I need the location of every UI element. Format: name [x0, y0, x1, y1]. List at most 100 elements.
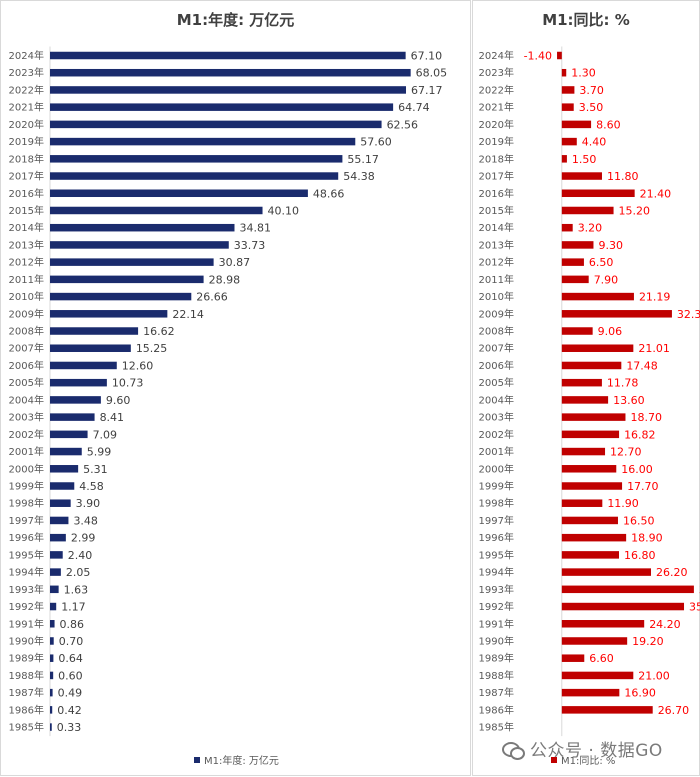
bar: [561, 585, 694, 594]
data-label: 67.10: [411, 50, 443, 63]
chart-legend: M1:年度: 万亿元: [194, 752, 279, 767]
category-tick-label: 1985年: [479, 721, 514, 734]
category-tick-label: 1994年: [479, 566, 514, 579]
category-tick-label: 1987年: [479, 686, 514, 699]
data-label: -1.40: [524, 50, 552, 63]
data-label: 33.73: [234, 239, 265, 252]
bar: [50, 533, 66, 542]
data-label: 1.17: [61, 601, 86, 614]
data-label: 0.33: [57, 721, 82, 734]
bar: [561, 447, 606, 456]
legend-label: M1:年度: 万亿元: [204, 756, 279, 767]
category-tick-label: 2002年: [9, 428, 44, 441]
category-tick-label: 2024年: [479, 49, 514, 62]
bar: [561, 706, 653, 714]
bar: [50, 671, 54, 680]
data-label: 26.70: [658, 704, 690, 717]
category-tick-label: 2011年: [479, 273, 514, 286]
m1-yoy-bar-chart: 2024年 -1.40 2023年 1.30 2022年 3.70 2021年 3.50 202…: [479, 46, 700, 737]
bar: [561, 378, 602, 387]
category-tick-label: 2020年: [9, 118, 44, 131]
category-tick-label: 1995年: [9, 548, 44, 561]
category-tick-label: 1988年: [9, 669, 44, 682]
data-label: 2.40: [68, 549, 93, 562]
data-label: 0.86: [60, 618, 85, 631]
category-tick-label: 2003年: [479, 411, 514, 424]
category-tick-label: 1996年: [9, 531, 44, 544]
category-tick-label: 2022年: [479, 83, 514, 96]
data-label: 11.78: [607, 377, 639, 390]
bar: [50, 706, 53, 714]
data-label: 6.50: [589, 256, 614, 269]
legend-swatch: [551, 756, 557, 763]
category-tick-label: 1993年: [479, 583, 514, 596]
data-label: 4.40: [582, 136, 607, 149]
bar: [561, 292, 634, 301]
bar: [50, 585, 59, 594]
data-label: 3.70: [579, 84, 604, 97]
bar: [50, 310, 168, 318]
category-tick-label: 1986年: [479, 703, 514, 716]
data-label: 6.60: [589, 652, 614, 665]
data-label: 13.60: [613, 394, 645, 407]
category-tick-label: 1998年: [479, 497, 514, 510]
data-label: 64.74: [398, 101, 430, 114]
data-label: 17.48: [626, 359, 658, 372]
bar: [561, 533, 627, 542]
data-label: 0.64: [58, 652, 83, 665]
data-label: 57.60: [360, 136, 392, 149]
bar: [50, 413, 95, 421]
bar: [561, 155, 567, 163]
bar: [50, 344, 131, 352]
bar: [50, 120, 382, 129]
data-label: 7.09: [93, 428, 118, 441]
bar: [50, 206, 263, 215]
bar: [561, 120, 592, 129]
data-label: 21.40: [640, 187, 672, 200]
category-tick-label: 2012年: [479, 256, 514, 269]
bar: [561, 620, 645, 628]
chart-legend: M1:同比: %: [551, 752, 615, 767]
bar: [50, 378, 107, 387]
data-label: 7.90: [594, 273, 619, 286]
bar: [561, 654, 585, 662]
data-label: 22.14: [172, 308, 204, 321]
category-tick-label: 1994年: [9, 566, 44, 579]
bar: [561, 275, 589, 284]
bar: [50, 688, 53, 697]
data-label: 21.19: [639, 291, 671, 304]
data-label: 1.50: [572, 153, 597, 166]
category-tick-label: 2015年: [9, 204, 44, 217]
data-label: 3.50: [579, 101, 604, 114]
bar: [50, 103, 394, 111]
watermark-text: 公众号 · 数据GO: [530, 741, 663, 761]
category-tick-label: 2009年: [479, 307, 514, 320]
data-label: 1.63: [64, 583, 89, 596]
chart-title: M1:年度: 万亿元: [176, 11, 295, 29]
category-tick-label: 2018年: [9, 152, 44, 165]
category-tick-label: 1989年: [9, 652, 44, 665]
category-tick-label: 2008年: [479, 325, 514, 338]
bar: [557, 51, 562, 60]
data-label: 1.30: [571, 67, 596, 80]
data-label: 26.66: [196, 291, 228, 304]
category-tick-label: 2000年: [479, 462, 514, 475]
bar: [50, 499, 71, 507]
bar: [50, 172, 339, 180]
category-tick-label: 2015年: [479, 204, 514, 217]
data-label: 11.90: [607, 497, 639, 510]
category-tick-label: 2009年: [9, 307, 44, 320]
bar: [50, 155, 343, 163]
category-tick-label: 2010年: [479, 290, 514, 303]
category-tick-label: 1988年: [479, 669, 514, 682]
category-tick-label: 2019年: [479, 135, 514, 148]
bar: [50, 430, 88, 439]
category-tick-label: 1997年: [9, 514, 44, 527]
category-tick-label: 2014年: [479, 221, 514, 234]
bar: [561, 516, 618, 525]
category-tick-label: 2007年: [479, 342, 514, 355]
category-tick-label: 1986年: [9, 703, 44, 716]
category-tick-label: 2005年: [479, 376, 514, 389]
category-tick-label: 1997年: [479, 514, 514, 527]
category-tick-label: 1999年: [9, 480, 44, 493]
